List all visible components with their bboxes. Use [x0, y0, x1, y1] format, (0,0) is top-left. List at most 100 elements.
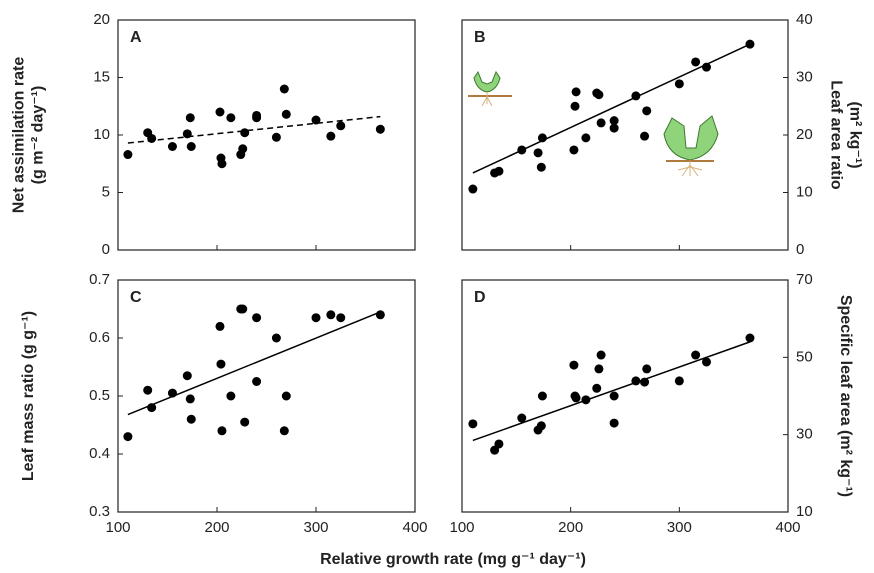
y-tick-label: 0 [102, 241, 110, 258]
data-point [217, 426, 227, 436]
data-point [468, 419, 478, 429]
data-point [147, 403, 157, 413]
data-point [147, 133, 157, 143]
data-point [691, 57, 701, 67]
data-point [570, 101, 580, 111]
panel-letter: D [474, 289, 486, 306]
data-point [375, 124, 385, 134]
y-tick-label: 20 [93, 11, 110, 28]
data-point [215, 107, 225, 117]
data-point [494, 439, 504, 449]
panel-letter: B [474, 29, 486, 46]
data-point [216, 359, 226, 369]
panel-letter: A [130, 29, 142, 46]
y-tick-label: 5 [102, 183, 110, 200]
data-point [596, 118, 606, 128]
data-point [674, 79, 684, 89]
y-tick-label: 0.4 [89, 445, 110, 462]
data-point [281, 391, 291, 401]
x-tick-label: 300 [303, 519, 328, 536]
data-point [123, 432, 133, 442]
y-tick-label: 10 [796, 503, 813, 520]
data-point [185, 394, 195, 404]
data-point [186, 142, 196, 151]
y-tick-label: 0.3 [89, 503, 110, 520]
data-point [571, 393, 581, 403]
data-point [311, 115, 321, 125]
y-tick-label: 10 [93, 126, 110, 143]
data-point [592, 383, 602, 393]
data-point [596, 350, 606, 360]
y-axis-label: Net assimilation rate [11, 57, 28, 214]
y-tick-label: 50 [796, 348, 813, 365]
data-point [143, 385, 153, 395]
data-point [279, 426, 289, 436]
data-point [252, 313, 262, 323]
x-tick-label: 300 [667, 519, 692, 536]
data-point [581, 395, 591, 405]
plot-frame [461, 279, 789, 513]
data-point [123, 150, 133, 160]
y-axis-label: Leaf area ratio [827, 80, 844, 190]
data-point [279, 84, 289, 94]
data-point [226, 391, 236, 401]
y-tick-label: 0 [796, 241, 804, 258]
data-point [642, 106, 652, 116]
data-point [609, 116, 619, 126]
x-tick-label: 400 [402, 519, 427, 536]
data-point [537, 133, 547, 143]
icon-small-plant [468, 70, 512, 107]
y-tick-label: 40 [796, 11, 813, 28]
data-point [215, 321, 225, 331]
data-point [326, 310, 336, 320]
y-tick-label: 10 [796, 183, 813, 200]
data-point [167, 142, 177, 151]
data-point [594, 90, 604, 100]
data-point [569, 145, 579, 155]
data-point [226, 113, 236, 123]
data-point [642, 364, 652, 374]
data-point [336, 313, 346, 323]
data-point [640, 131, 650, 141]
data-point [468, 184, 478, 194]
data-point [186, 414, 196, 424]
data-point [217, 159, 227, 169]
data-point [238, 144, 248, 154]
data-point [702, 62, 711, 72]
data-point [536, 421, 546, 431]
panel-letter: C [130, 289, 142, 306]
data-point [336, 121, 346, 131]
data-point [375, 310, 385, 320]
y-tick-label: 30 [796, 68, 813, 85]
data-point [238, 304, 248, 314]
y-tick-label: 0.5 [89, 387, 110, 404]
y-axis-label: Specific leaf area (m² kg⁻¹) [837, 295, 854, 497]
y-tick-label: 15 [93, 68, 110, 85]
data-point [609, 391, 619, 401]
data-point [326, 131, 336, 141]
data-point [271, 333, 281, 343]
y-tick-label: 20 [796, 126, 813, 143]
data-point [182, 371, 192, 381]
plot-frame [117, 279, 416, 513]
data-point [536, 162, 546, 172]
y-tick-label: 30 [796, 426, 813, 443]
data-point [571, 87, 581, 97]
x-tick-label: 100 [449, 519, 474, 536]
plot-frame [117, 19, 416, 251]
data-point [517, 413, 527, 423]
data-point [702, 357, 711, 367]
data-point [167, 388, 177, 398]
y-axis-label: (m² kg⁻¹) [846, 101, 863, 168]
data-point [311, 313, 321, 323]
data-point [581, 133, 591, 143]
data-point [640, 377, 650, 387]
data-point [569, 360, 579, 370]
x-tick-label: 400 [775, 519, 800, 536]
data-point [609, 418, 619, 428]
fit-line [127, 115, 381, 144]
data-point [252, 113, 262, 123]
data-point [185, 113, 195, 123]
data-point [271, 132, 281, 142]
data-point [240, 417, 250, 427]
